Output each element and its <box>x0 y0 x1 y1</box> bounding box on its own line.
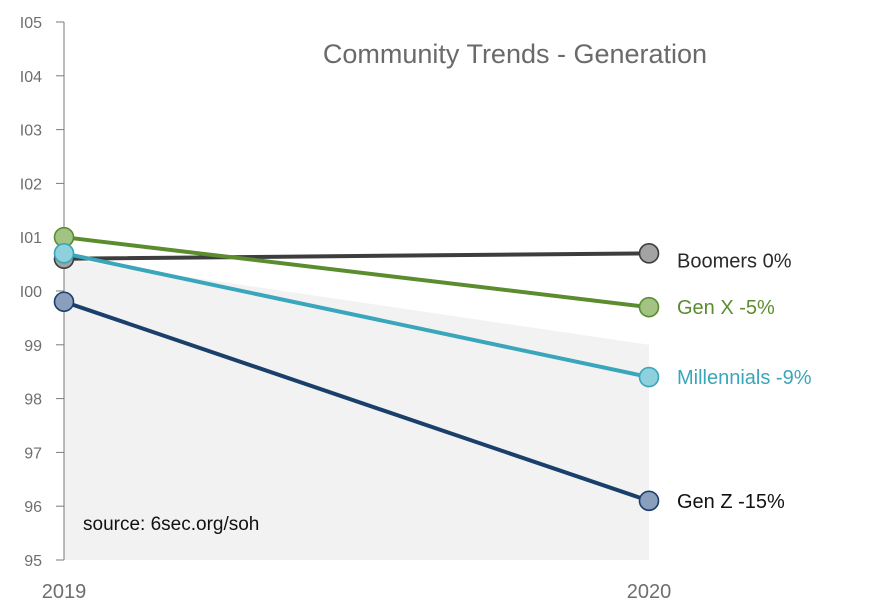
point-boomers-2020 <box>638 243 660 264</box>
series-label-millennials: Millennials -9% <box>677 367 812 389</box>
source-annotation: source: 6sec.org/soh <box>83 514 259 535</box>
y-tick-label-98: 98 <box>24 392 42 409</box>
series-label-boomers: Boomers 0% <box>677 250 792 272</box>
y-tick-label-100: I00 <box>20 284 42 301</box>
series-line-boomers <box>62 251 651 261</box>
x-tick-label-2020: 2020 <box>627 581 672 603</box>
series-line-gen-x <box>62 235 651 310</box>
point-millennials-2020 <box>638 366 660 388</box>
point-gen-x-2020 <box>638 296 660 318</box>
x-tick-label-2019: 2019 <box>42 581 87 603</box>
y-tick-label-99: 99 <box>24 338 42 355</box>
y-tick-label-103: I03 <box>20 123 42 140</box>
y-tick-label-97: 97 <box>24 445 42 462</box>
series-lines <box>53 226 660 512</box>
shaded-band <box>64 258 649 560</box>
y-axis: 95 96 97 98 99 I00 I01 I02 I03 I04 I05 <box>20 15 65 570</box>
y-tick-label-96: 96 <box>24 499 42 516</box>
point-millennials-2019 <box>53 243 75 264</box>
band-area <box>64 258 649 560</box>
x-axis-labels: 2019 2020 <box>42 581 672 603</box>
series-label-gen-x: Gen X -5% <box>677 297 775 319</box>
chart-title: Community Trends - Generation <box>323 39 707 69</box>
point-gen-z-2019 <box>53 291 75 313</box>
series-labels: Boomers 0% Gen X -5% Millennials -9% Gen Z … <box>677 250 812 512</box>
y-tick-label-105: I05 <box>20 15 42 32</box>
y-tick-label-95: 95 <box>24 553 42 570</box>
y-tick-label-104: I04 <box>20 69 42 86</box>
point-gen-z-2020 <box>638 490 660 512</box>
series-line-millennials <box>62 251 651 380</box>
y-tick-label-102: I02 <box>20 176 42 193</box>
series-label-gen-z: Gen Z -15% <box>677 491 785 513</box>
y-tick-label-101: I01 <box>20 230 42 247</box>
series-line-gen-z <box>62 299 651 503</box>
